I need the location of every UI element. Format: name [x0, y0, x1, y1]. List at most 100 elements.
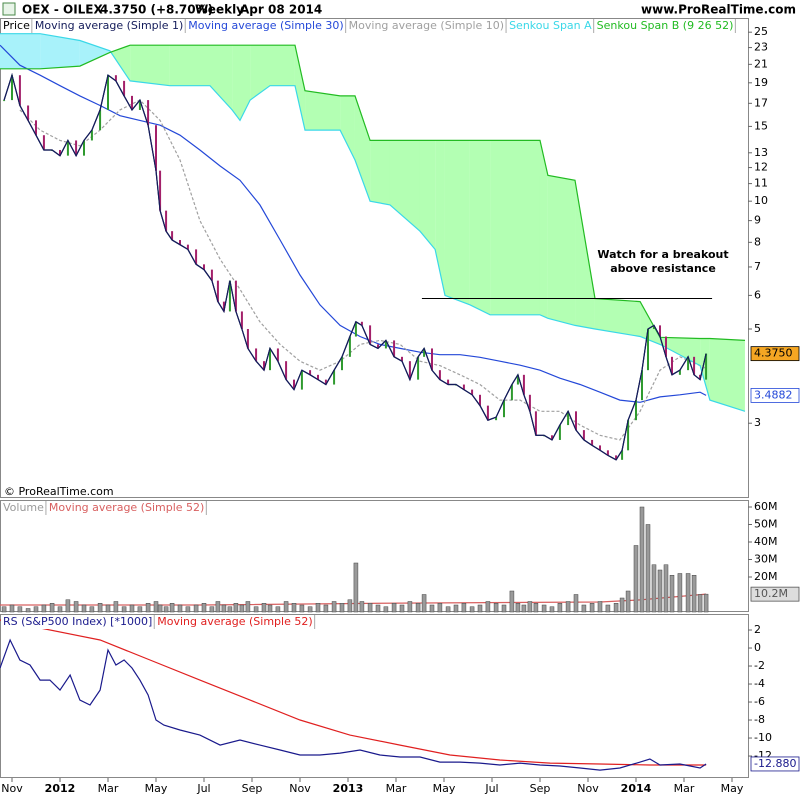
- volume-bar: [153, 601, 159, 613]
- candle: [354, 321, 357, 337]
- volume-bar: [625, 590, 631, 613]
- volume-bar: [113, 601, 119, 613]
- volume-bar: [565, 601, 571, 613]
- volume-bar: [163, 606, 169, 613]
- x-tick-label: Sep: [530, 782, 551, 795]
- cloud-segment: [250, 45, 270, 101]
- volume-bar: [97, 603, 103, 613]
- cloud-segment: [354, 95, 371, 202]
- candle: [159, 170, 162, 211]
- volume-bar: [669, 575, 675, 613]
- volume-bar: [57, 606, 63, 613]
- candle: [502, 400, 505, 418]
- volume-bar: [613, 603, 619, 613]
- volume-bar: [291, 603, 297, 613]
- candle: [417, 356, 420, 380]
- candle: [240, 311, 243, 330]
- legend-entry: Moving average (Simple 52): [49, 501, 204, 514]
- candle: [408, 361, 411, 380]
- volume-bar: [121, 606, 127, 613]
- legend-entry: RS (S&P500 Index) [*1000]: [3, 615, 152, 628]
- volume-bar: [157, 604, 163, 613]
- candle: [27, 105, 30, 121]
- candle: [165, 210, 168, 232]
- y-tick-label: 8: [754, 235, 761, 248]
- volume-bar: [129, 604, 135, 613]
- volume-bar: [557, 603, 563, 613]
- volume-bar: [275, 606, 281, 613]
- y-tick-label: 0: [754, 641, 761, 654]
- candle: [646, 329, 649, 371]
- x-tick-label: Mar: [386, 782, 407, 795]
- x-tick-label: Jul: [196, 782, 210, 795]
- volume-bar: [469, 606, 475, 613]
- candle: [705, 353, 708, 380]
- candle: [58, 149, 61, 156]
- candle: [195, 249, 198, 265]
- y-tick-label: 9: [754, 214, 761, 227]
- candle: [522, 374, 525, 395]
- volume-bar: [445, 606, 451, 613]
- y-tick-label: 3: [754, 416, 761, 429]
- volume-bar: [573, 594, 579, 613]
- candle: [276, 348, 279, 362]
- last-value-label: -12.880: [754, 757, 796, 770]
- volume-bar: [307, 606, 313, 613]
- volume-bar: [421, 594, 427, 613]
- candle: [598, 445, 601, 451]
- volume-bar: [541, 604, 547, 613]
- candle: [670, 356, 673, 375]
- candle: [300, 370, 303, 390]
- candle: [438, 370, 441, 380]
- cloud-segment: [700, 338, 710, 401]
- period: Weekly: [195, 3, 244, 17]
- candle: [34, 120, 37, 136]
- y-tick-label: 50M: [754, 518, 778, 531]
- cloud-segment: [239, 45, 251, 121]
- cloud-segment: [419, 140, 436, 250]
- candle: [400, 356, 403, 362]
- candle: [75, 140, 78, 156]
- cloud-segment: [169, 45, 210, 86]
- legend-entry: Senkou Span A: [509, 19, 592, 32]
- x-tick-label: Mar: [674, 782, 695, 795]
- y-tick-label: 19: [754, 76, 768, 89]
- cloud-segment: [79, 40, 110, 67]
- candle: [495, 417, 498, 421]
- legend-background: [155, 615, 315, 629]
- volume-bar: [283, 601, 289, 613]
- legend-entry: Moving average (Simple 10): [349, 19, 504, 32]
- candle: [558, 425, 561, 440]
- y-tick-label: 7: [754, 260, 761, 273]
- annotation: above resistance: [610, 262, 716, 275]
- volume-bar: [331, 601, 337, 613]
- legend-background: [594, 19, 736, 33]
- cloud-segment: [575, 180, 595, 330]
- x-tick-label: May: [433, 782, 456, 795]
- y-tick-label: 40M: [754, 535, 778, 548]
- candle: [430, 348, 433, 371]
- candle: [664, 336, 667, 357]
- candle: [376, 344, 379, 349]
- candle: [462, 384, 465, 390]
- candle: [627, 420, 630, 451]
- volume-bar: [501, 604, 507, 613]
- volume-bar: [663, 564, 669, 613]
- legend-background: [507, 19, 594, 33]
- series-line: [3, 73, 707, 461]
- candle: [658, 325, 661, 337]
- last-value-box: [750, 756, 800, 772]
- panel-frame: [0, 614, 749, 778]
- candle: [222, 301, 225, 312]
- volume-bar: [703, 593, 709, 613]
- cloud-segment: [490, 140, 540, 315]
- y-tick-label: -4: [754, 677, 765, 690]
- cloud-segment: [109, 45, 131, 81]
- volume-bar: [137, 606, 143, 613]
- volume-bar: [315, 603, 321, 613]
- volume-bar: [81, 604, 87, 613]
- volume-bar: [461, 603, 467, 613]
- candle: [154, 125, 157, 171]
- y-tick-label: 12: [754, 161, 768, 174]
